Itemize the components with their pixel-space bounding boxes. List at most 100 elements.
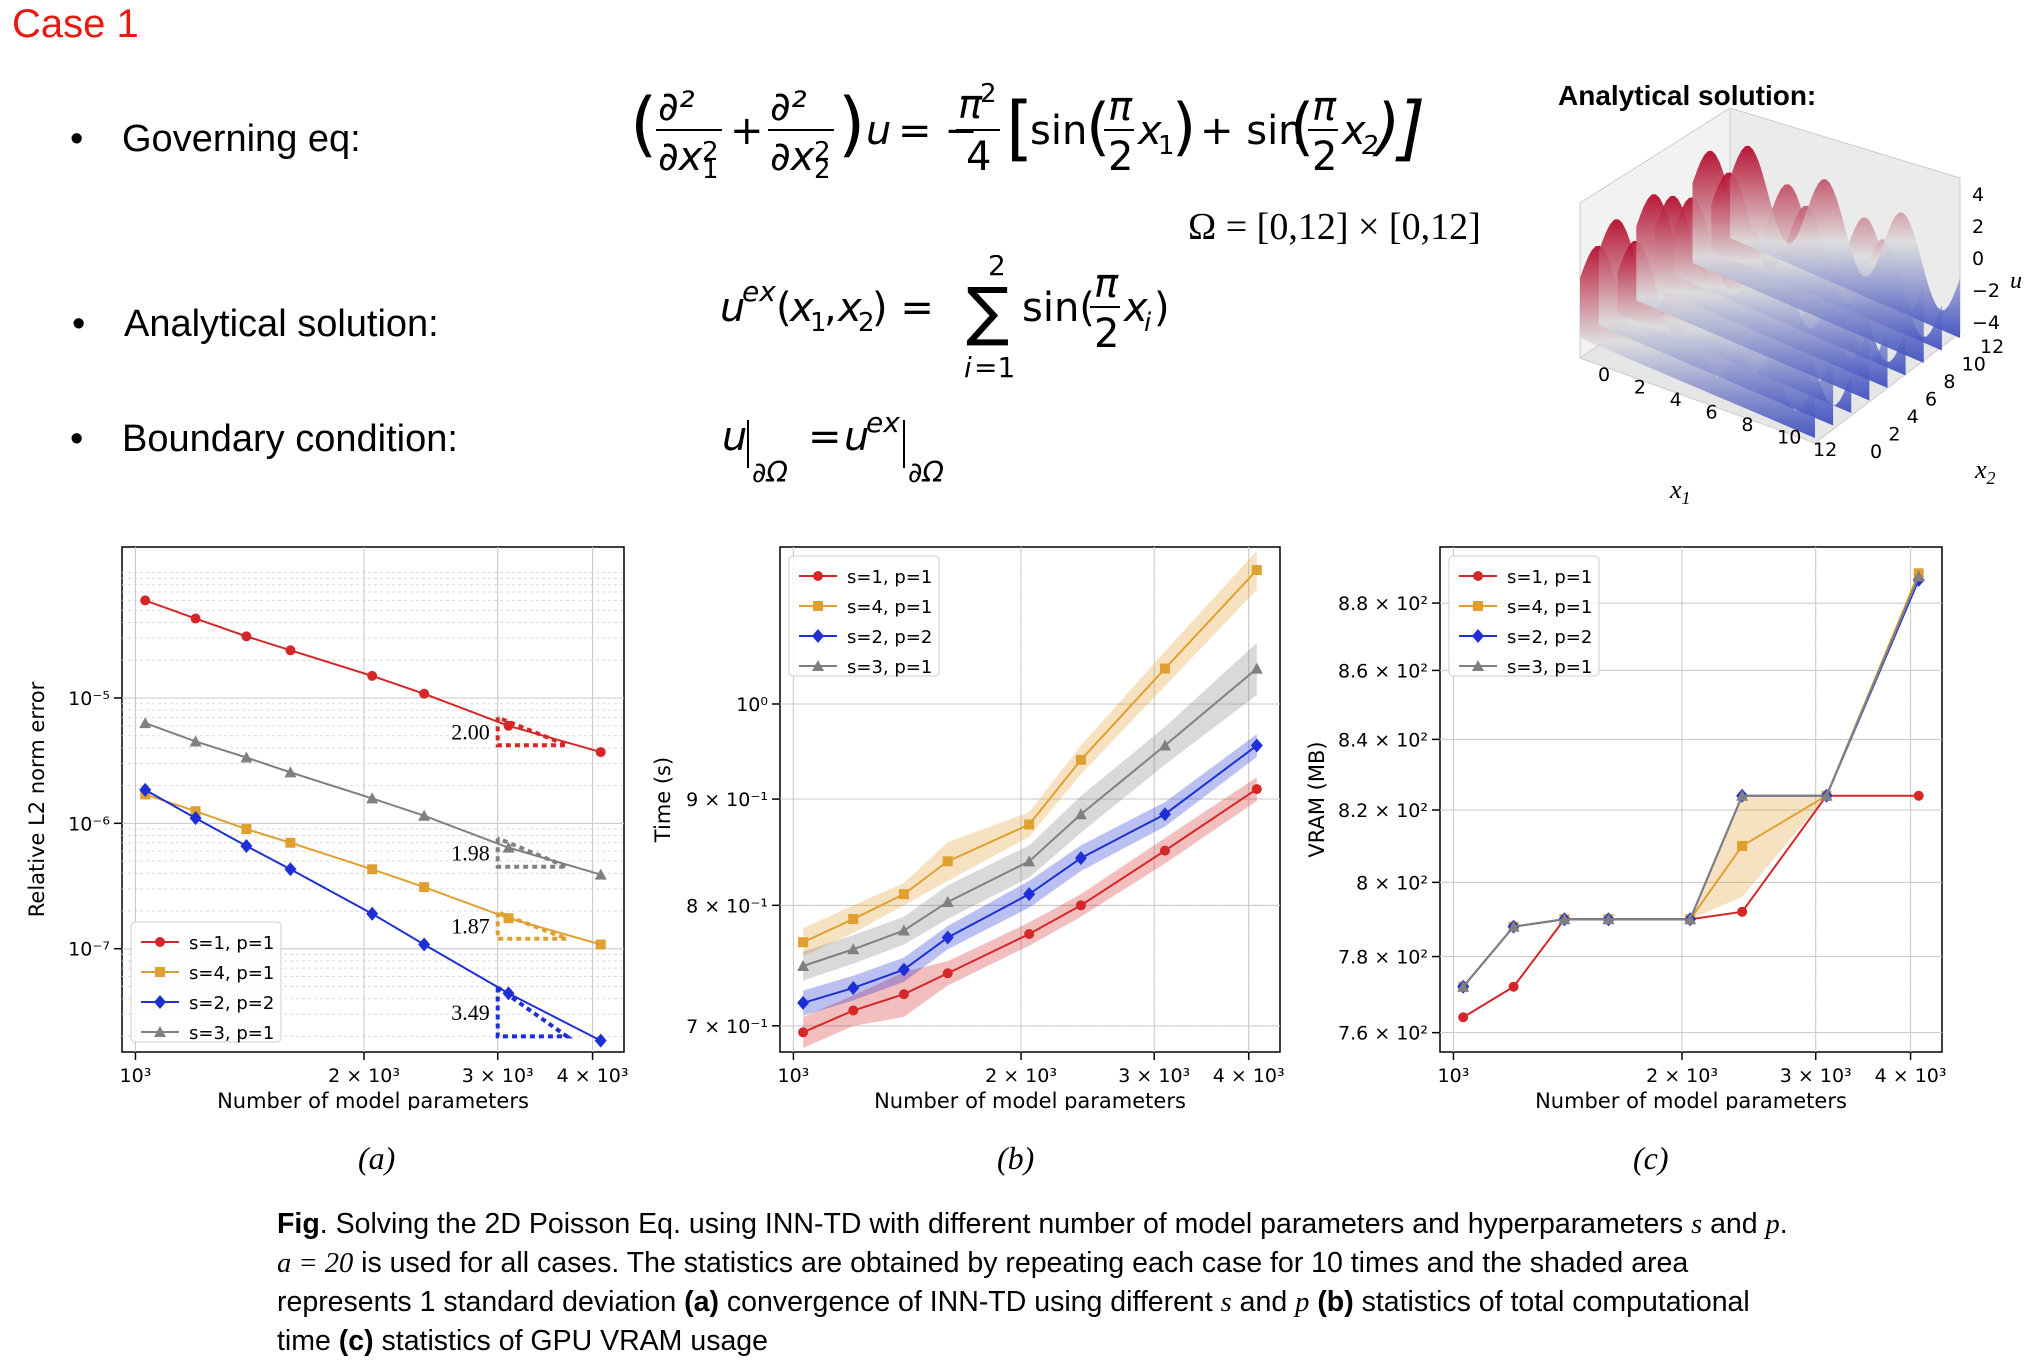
slope-triangle (495, 836, 568, 869)
data-point (190, 613, 201, 624)
data-point (595, 939, 606, 950)
svg-text:x: x (1340, 108, 1366, 154)
legend-marker (154, 1026, 166, 1037)
governing-equation-tail-svg: x 2 ) ] (1340, 87, 1425, 169)
svg-text:): ) (838, 83, 865, 165)
caption-fig-label: Fig (277, 1208, 320, 1240)
data-point (241, 631, 252, 642)
slope-label: 3.49 (451, 1000, 490, 1025)
legend-marker (813, 571, 823, 581)
y-tick-label: 7.8 × 10² (1338, 947, 1428, 969)
std-band (803, 642, 1257, 981)
x-axis-label: Number of model parameters (874, 1089, 1186, 1110)
x-tick-label: 2 × 10³ (985, 1065, 1057, 1087)
y-tick-label: 8.2 × 10² (1338, 800, 1428, 822)
data-point (1023, 887, 1036, 902)
surface-x-tick: 12 (1813, 439, 1837, 461)
data-point (1074, 808, 1087, 820)
data-point (797, 959, 810, 971)
legend-box (130, 921, 282, 1043)
data-point (240, 838, 253, 853)
data-point (189, 735, 202, 747)
legend-label: s=2, p=2 (1507, 627, 1592, 648)
caption-bold-a: (a) (684, 1286, 720, 1318)
caption-text-2: . (1779, 1208, 1788, 1240)
data-point (418, 937, 431, 952)
svg-text:x: x (788, 285, 814, 331)
svg-text:u: u (844, 414, 869, 460)
surface-x-tick: 2 (1634, 377, 1646, 399)
x-tick-label: 3 × 10³ (462, 1065, 534, 1087)
legend-marker (155, 967, 165, 977)
data-point (594, 868, 607, 880)
y-tick-label: 10⁰ (736, 694, 768, 716)
data-point (1508, 981, 1519, 992)
surface-z-tick: −4 (1972, 312, 2000, 334)
surface-z-tick: −2 (1972, 280, 2000, 302)
data-point (941, 895, 954, 907)
data-point (1250, 738, 1263, 753)
svg-text:) =: ) = (872, 285, 934, 331)
surface-y-label: x2 (1974, 455, 1996, 488)
surface-y-tick: 12 (1980, 336, 2004, 358)
svg-text:π: π (1312, 84, 1337, 130)
data-point (898, 889, 909, 900)
surface-x-ticks: 0 2 4 6 8 10 12 (1598, 364, 1837, 461)
svg-text:u: u (722, 414, 747, 460)
svg-text:2: 2 (702, 137, 719, 167)
svg-text:i: i (964, 351, 972, 384)
data-point (898, 989, 909, 1000)
series-line (802, 744, 1258, 1004)
legend-label: s=3, p=1 (1507, 657, 1592, 678)
data-point (1250, 662, 1263, 674)
svg-text:4: 4 (966, 134, 991, 180)
data-point (418, 809, 431, 821)
svg-text:sin: sin (1030, 108, 1087, 154)
bullet-dot: • (70, 118, 84, 160)
svg-text:): ) (1172, 90, 1196, 163)
legend-marker (1473, 601, 1483, 611)
caption-s-symbol: s (1691, 1209, 1703, 1240)
y-tick-label: 8.4 × 10² (1338, 729, 1428, 751)
caption-bold-b: (b) (1317, 1286, 1354, 1318)
governing-equation-tail: x 2 ) ] (1340, 78, 1450, 198)
svg-text:]: ] (1395, 87, 1425, 169)
svg-text:1: 1 (810, 308, 827, 338)
data-point (1024, 928, 1035, 939)
y-tick-label: 10⁻⁶ (68, 813, 110, 835)
surface-plot-title: Analytical solution: (1558, 80, 1817, 111)
svg-text:=1: =1 (974, 351, 1015, 384)
legend-marker (154, 995, 166, 1009)
chart-a: 10³ 2 × 10³ 3 × 10³ 4 × 10³ 10⁻⁵ 10⁻⁶ 10⁻⁷ Numb… (25, 546, 629, 1110)
data-point (189, 811, 202, 826)
svg-text:2: 2 (814, 155, 831, 185)
svg-text:+: + (730, 108, 764, 154)
x-tick-label: 4 × 10³ (557, 1065, 629, 1087)
legend-marker (813, 601, 823, 611)
figure-caption: Fig. Solving the 2D Poisson Eq. using IN… (277, 1205, 1797, 1361)
data-point (419, 882, 430, 893)
bullet-item: • Analytical solution: (72, 303, 439, 346)
data-point (140, 595, 151, 606)
data-point (1507, 920, 1520, 932)
x-tick-label: 2 × 10³ (328, 1065, 400, 1087)
data-point (942, 968, 953, 979)
legend-marker (1472, 629, 1484, 643)
panel-tag-b: (b) (997, 1140, 1035, 1176)
legend-label: s=3, p=1 (847, 657, 932, 678)
legend-label: s=3, p=1 (189, 1023, 274, 1044)
data-point (366, 792, 379, 804)
slope-label: 2.00 (451, 719, 490, 744)
data-point (1736, 789, 1749, 801)
svg-text:1: 1 (1158, 131, 1175, 161)
data-point (139, 782, 152, 797)
data-point (285, 645, 296, 656)
data-point (1820, 789, 1833, 801)
svg-text:∂²: ∂² (658, 84, 695, 130)
svg-text:): ) (1372, 90, 1400, 163)
data-point (1558, 913, 1571, 925)
svg-text:2: 2 (980, 79, 997, 109)
data-point (1602, 913, 1615, 925)
caption-text-6: statistics of GPU VRAM usage (373, 1325, 768, 1357)
bullet-dot: • (72, 303, 86, 345)
